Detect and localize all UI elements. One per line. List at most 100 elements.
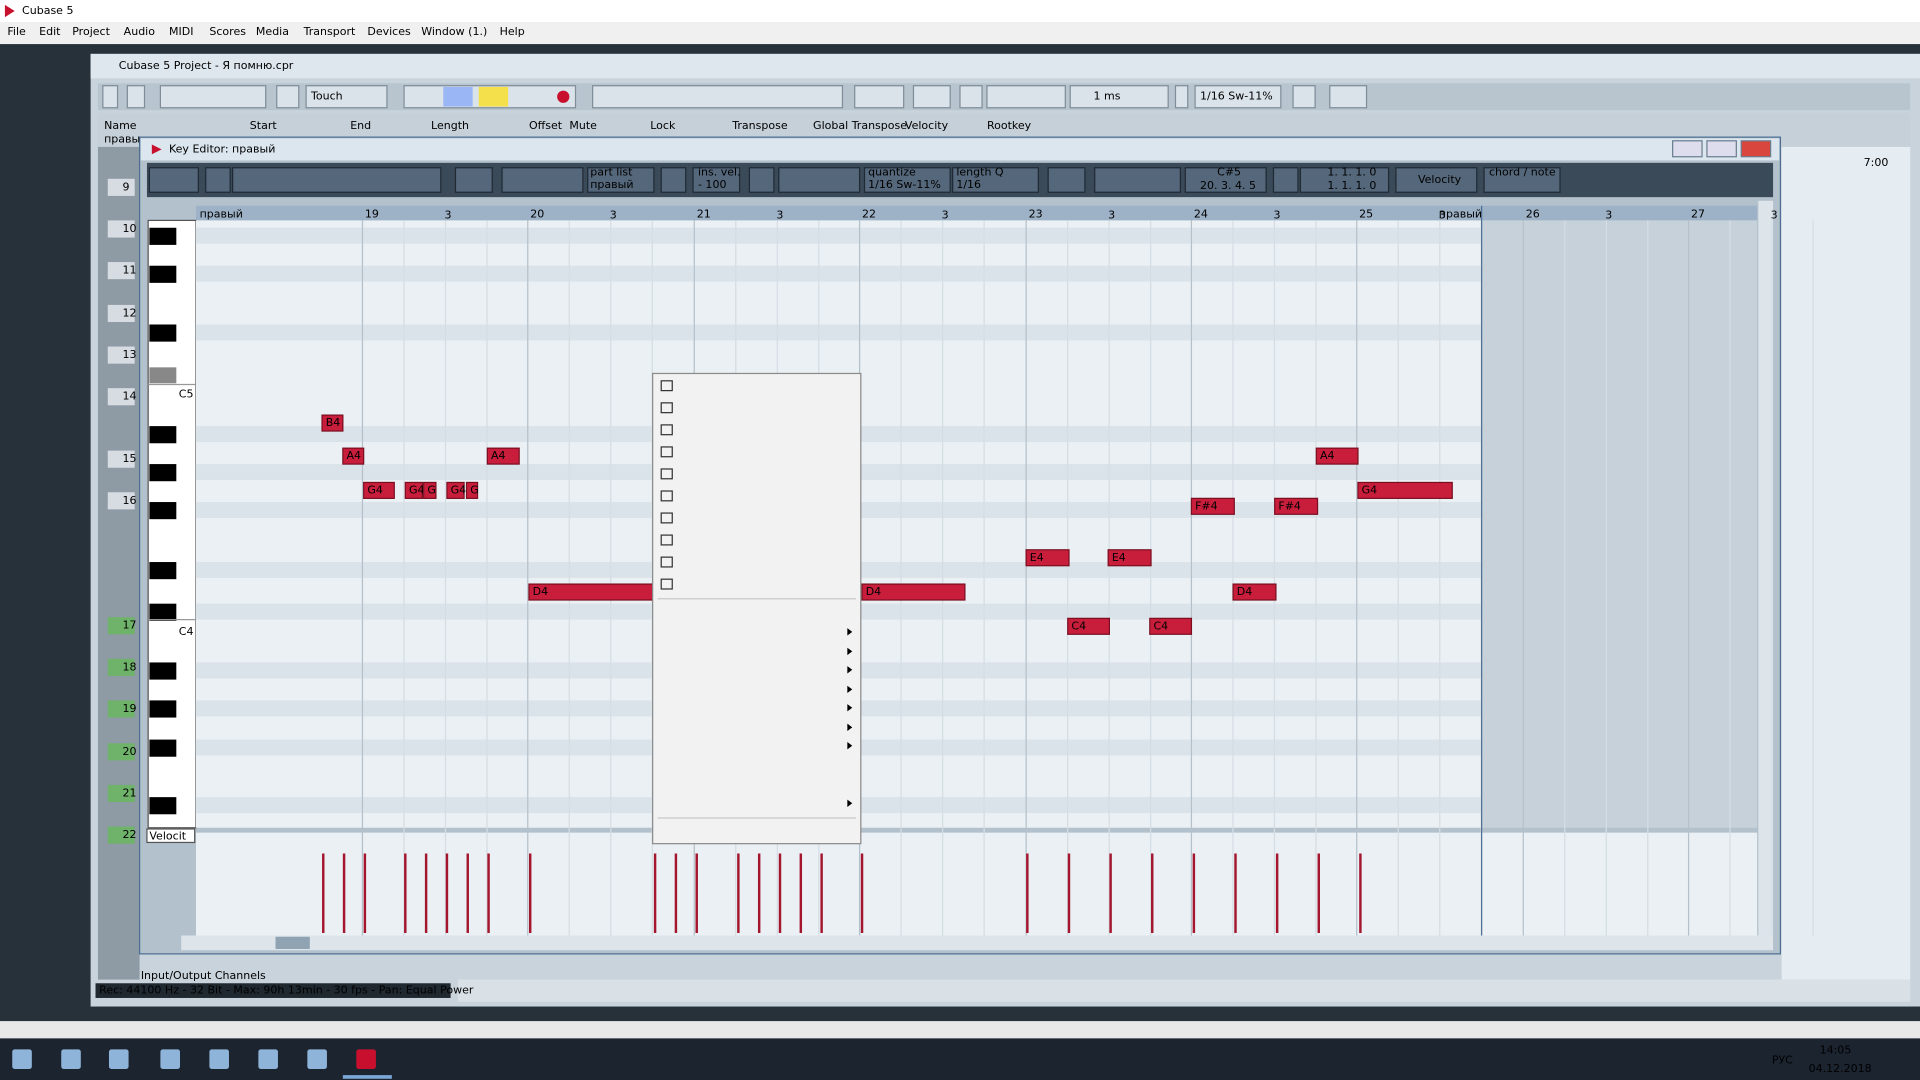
toolbar-button[interactable]: [592, 85, 844, 109]
column-label: Length: [431, 119, 469, 132]
midi-note[interactable]: [1357, 481, 1453, 499]
toolbar-button[interactable]: [1194, 85, 1282, 109]
midi-note[interactable]: [423, 481, 437, 499]
toolbar-button[interactable]: [1329, 85, 1368, 109]
submenu-arrow: [847, 799, 853, 807]
track-icon: [107, 262, 135, 280]
midi-note[interactable]: [321, 414, 344, 432]
editor-tool[interactable]: [692, 167, 741, 193]
editor-tool[interactable]: [748, 167, 775, 193]
beat-number: 3: [1771, 209, 1778, 222]
editor-tool[interactable]: [587, 167, 655, 193]
column-label: End: [350, 119, 371, 132]
midi-note[interactable]: [1190, 497, 1235, 515]
part-start-label: правый: [200, 207, 243, 220]
midi-note[interactable]: [1107, 549, 1152, 567]
editor-tool[interactable]: [1047, 167, 1086, 193]
editor-tool[interactable]: [952, 167, 1039, 193]
midi-note[interactable]: [1025, 549, 1070, 567]
menu-item[interactable]: Media: [256, 25, 289, 38]
editor-tool[interactable]: [1272, 167, 1299, 193]
taskbar-task-view[interactable]: [108, 1049, 129, 1069]
taskbar-app[interactable]: [209, 1049, 229, 1069]
midi-note[interactable]: [1067, 617, 1110, 635]
stop-button[interactable]: [478, 86, 509, 107]
toolbar-button[interactable]: [1292, 85, 1316, 109]
taskbar-calculator[interactable]: [307, 1049, 327, 1069]
automation-mode[interactable]: Touch: [310, 90, 343, 103]
editor-tool[interactable]: [501, 167, 584, 193]
column-label: Name: [104, 119, 137, 132]
toolbar-button[interactable]: [912, 85, 951, 109]
midi-note[interactable]: [404, 481, 424, 499]
window-control[interactable]: [1672, 140, 1703, 158]
editor-tool[interactable]: [863, 167, 951, 193]
editor-tool[interactable]: [205, 167, 231, 193]
controller-lane-header: [144, 832, 196, 936]
menu-item[interactable]: Transport: [303, 25, 356, 38]
lane-selector-box[interactable]: [146, 828, 196, 844]
midi-note[interactable]: [465, 481, 479, 499]
toolbar-button[interactable]: [276, 85, 300, 109]
midi-note[interactable]: [446, 481, 465, 499]
menu-item[interactable]: File: [7, 25, 26, 38]
toolbar-button[interactable]: [102, 85, 119, 109]
midi-note[interactable]: [1232, 583, 1277, 601]
menu-item[interactable]: Devices: [367, 25, 411, 38]
menu-item[interactable]: Scores: [209, 25, 246, 38]
editor-tool[interactable]: [1299, 167, 1390, 193]
taskbar-start[interactable]: [12, 1049, 32, 1069]
menu-item[interactable]: Project: [72, 25, 110, 38]
toolbar-button[interactable]: [126, 85, 146, 109]
menu-item[interactable]: Edit: [39, 25, 61, 38]
taskbar-search[interactable]: [61, 1049, 81, 1069]
midi-note[interactable]: [486, 447, 520, 465]
midi-note[interactable]: [342, 447, 365, 465]
track-icon: [107, 658, 135, 676]
toolbar-button[interactable]: [959, 85, 983, 109]
midi-note[interactable]: [861, 583, 966, 601]
black-key-row: [195, 324, 1482, 341]
toolbar-button[interactable]: [854, 85, 905, 109]
scroll-thumb[interactable]: [275, 936, 310, 949]
midi-note[interactable]: [363, 481, 395, 499]
editor-tool[interactable]: [454, 167, 493, 193]
toolbar-button[interactable]: [1174, 85, 1189, 109]
editor-tool[interactable]: [1094, 167, 1182, 193]
ruler: [195, 205, 1758, 221]
menu-item[interactable]: MIDI: [169, 25, 193, 38]
black-key: [149, 562, 177, 580]
lane-selector[interactable]: Velocit: [149, 829, 186, 842]
editor-tool[interactable]: [778, 167, 861, 193]
menu-item[interactable]: Help: [500, 25, 525, 38]
menu-item[interactable]: Window (1.): [421, 25, 487, 38]
menu-item[interactable]: Audio: [124, 25, 156, 38]
midi-note[interactable]: [1274, 497, 1319, 515]
record-button[interactable]: [557, 90, 570, 103]
toolbar-button[interactable]: [986, 85, 1066, 109]
editor-tool[interactable]: [148, 167, 199, 193]
controller-lane: [195, 832, 1758, 936]
track-number: 11: [122, 264, 136, 277]
editor-tool[interactable]: [1483, 167, 1561, 193]
window-control[interactable]: [1740, 140, 1772, 158]
midi-note[interactable]: [1149, 617, 1193, 635]
mouse-position: 20. 3. 4. 5: [1200, 179, 1256, 192]
cycle-button[interactable]: [443, 86, 473, 107]
editor-tool[interactable]: [1184, 167, 1267, 193]
taskbar-cubase[interactable]: [356, 1049, 376, 1069]
track-number: 20: [122, 745, 136, 758]
toolbar-caption: quantize: [868, 166, 916, 179]
editor-tool[interactable]: [232, 167, 442, 193]
taskbar-app[interactable]: [258, 1049, 278, 1069]
editor-tool[interactable]: [1395, 167, 1478, 193]
toolbar-button[interactable]: [159, 85, 267, 109]
midi-note[interactable]: [1315, 447, 1359, 465]
window-title: Cubase 5: [22, 4, 73, 17]
window-control[interactable]: [1706, 140, 1737, 158]
vertical-scrollbar: [1758, 200, 1774, 936]
toolbar-button[interactable]: [305, 85, 388, 109]
editor-tool[interactable]: [660, 167, 687, 193]
toolbar-button[interactable]: [1069, 85, 1169, 109]
taskbar-explorer[interactable]: [160, 1049, 180, 1069]
